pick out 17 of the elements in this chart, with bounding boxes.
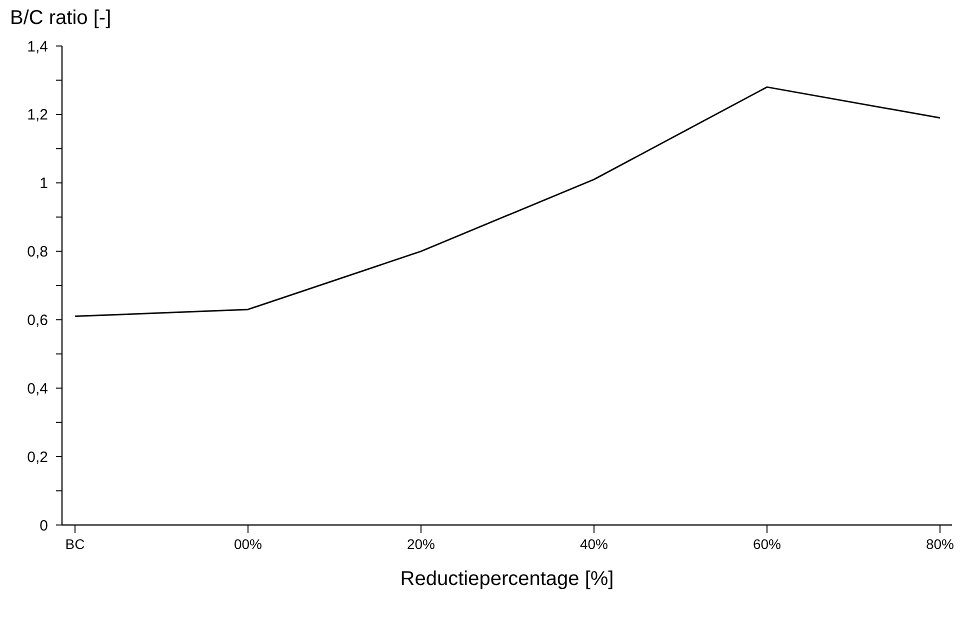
y-tick-label: 0,2 xyxy=(27,448,48,466)
y-tick-label: 0 xyxy=(40,517,48,534)
x-tick-label: 00% xyxy=(234,536,262,552)
y-tick-label: 0,4 xyxy=(27,380,48,398)
y-tick-label: 1,4 xyxy=(27,38,48,56)
y-tick-label: 0,8 xyxy=(27,244,48,261)
x-tick-label: BC xyxy=(65,536,85,552)
x-tick-label: 40% xyxy=(580,536,608,552)
x-tick-label: 80% xyxy=(926,536,954,552)
y-tick-label: 1,2 xyxy=(27,106,48,124)
x-axis-title: Reductiepercentage [%] xyxy=(400,568,614,590)
x-tick-label: 20% xyxy=(406,536,436,552)
y-tick-label: 1 xyxy=(40,175,48,192)
y-axis-title: B/C ratio [-] xyxy=(10,7,112,29)
line-series xyxy=(74,86,941,318)
y-tick-label: 0,6 xyxy=(27,312,48,329)
x-tick-label: 60% xyxy=(752,536,782,552)
